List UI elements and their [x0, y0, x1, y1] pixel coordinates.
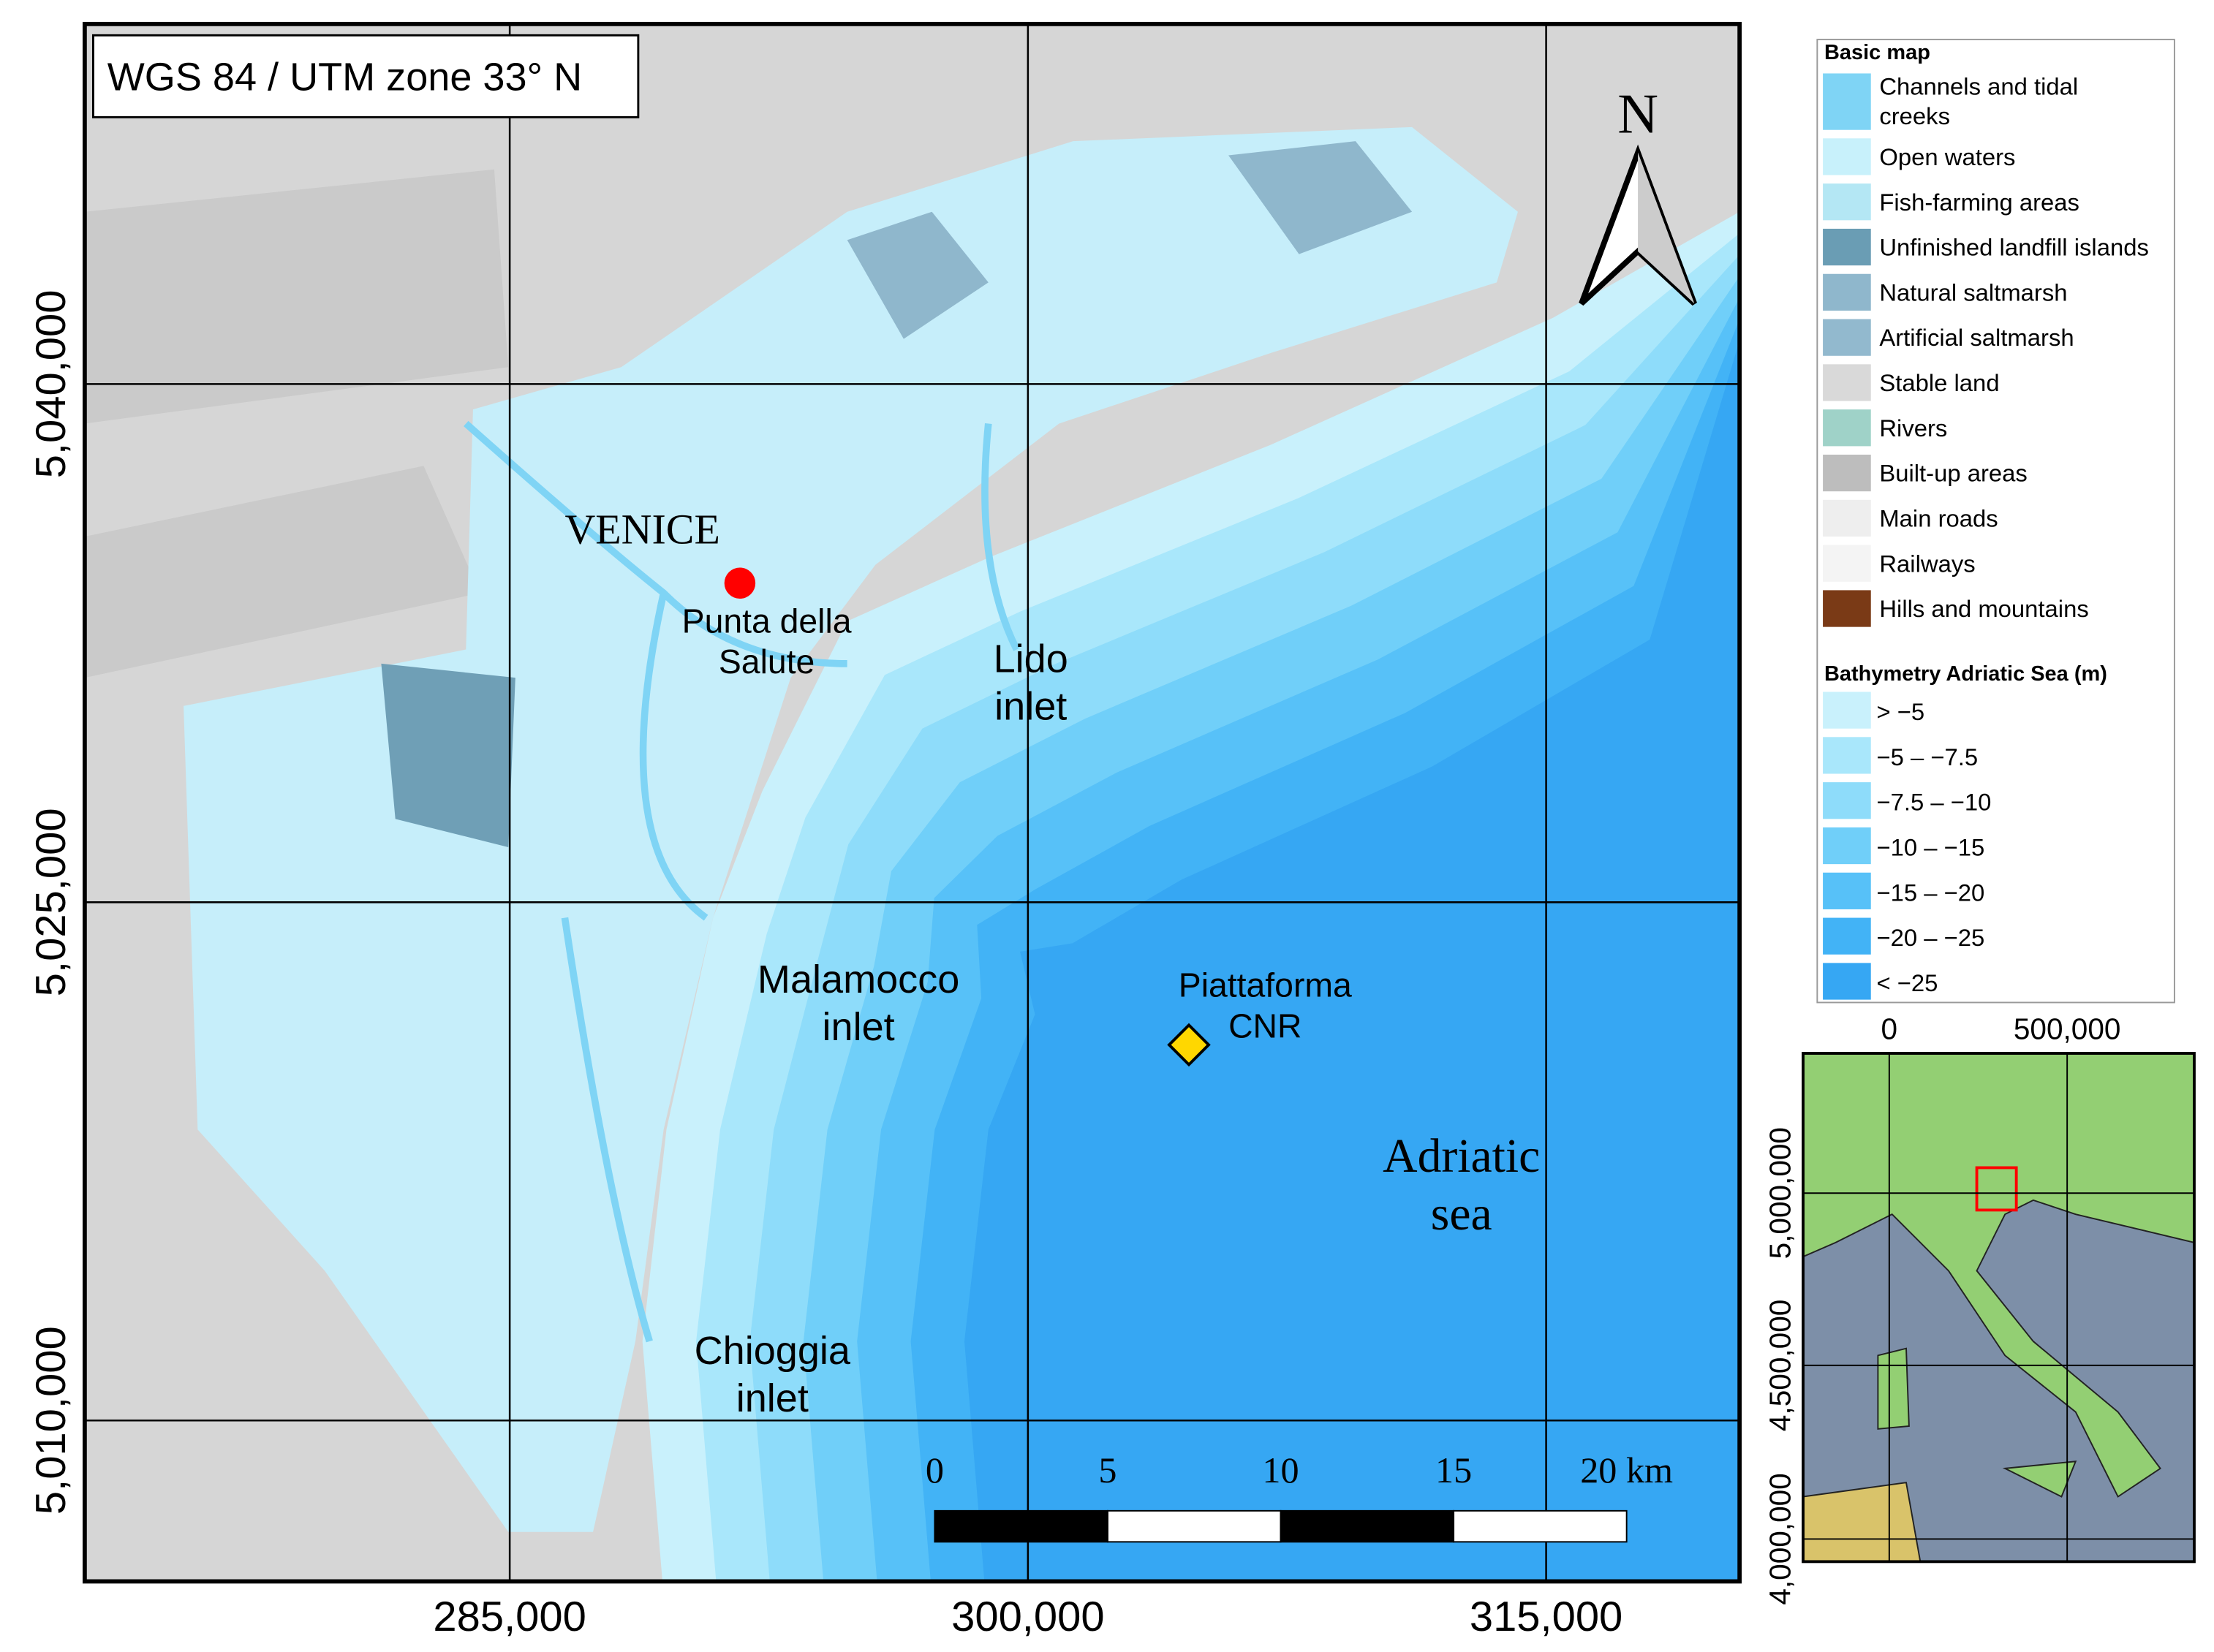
scale-segment: [1280, 1509, 1455, 1543]
scale-label: 10: [1262, 1450, 1299, 1490]
legend-label: Open waters: [1879, 143, 2015, 170]
crs-label: WGS 84 / UTM zone 33° N: [107, 56, 582, 99]
place-label: Salute: [719, 643, 815, 681]
legend-label: < −25: [1876, 969, 1938, 996]
x-tick-label: 315,000: [1470, 1594, 1622, 1640]
legend-swatch: [1823, 545, 1871, 582]
inset-y-tick-label: 4,000,000: [1764, 1473, 1797, 1604]
legend-swatch: [1823, 319, 1871, 356]
landfill-islands: [381, 663, 515, 847]
legend-label: Stable land: [1879, 369, 1999, 396]
built-up: [84, 169, 509, 678]
legend-label: −7.5 – −10: [1876, 789, 1991, 816]
legend-label: Channels and tidal creeks: [1879, 72, 2078, 129]
legend-swatch: [1823, 138, 1871, 175]
legend-label: −10 – −15: [1876, 834, 1984, 861]
legend-label-line: Channels and tidal: [1879, 72, 2078, 99]
inset-y-tick-label: 4,500,000: [1764, 1300, 1797, 1431]
place-label: Lido: [994, 637, 1068, 681]
legend-swatch: [1823, 590, 1871, 627]
inset-x-tick-label: 500,000: [2014, 1012, 2121, 1046]
place-label: Chioggia: [695, 1329, 851, 1373]
legend-swatch: [1823, 73, 1871, 130]
legend-label: Artificial saltmarsh: [1879, 324, 2074, 351]
place-label: Punta della: [682, 602, 852, 640]
y-tick-label: 5,010,000: [28, 1326, 75, 1515]
legend-swatch: [1823, 364, 1871, 401]
place-label: Malamocco: [757, 958, 959, 1001]
legend-swatch: [1823, 963, 1871, 1000]
inset-map: [1803, 1053, 2194, 1562]
saltmarsh: [847, 141, 1413, 339]
inset-frame: [1802, 1052, 2196, 1564]
x-tick-label: 300,000: [951, 1594, 1104, 1640]
axis-labels: 285,000 300,000 315,000 5,040,000 5,025,000 5…: [28, 290, 2121, 1641]
legend-swatch: [1823, 454, 1871, 492]
legend-label: Railways: [1879, 550, 1975, 577]
north-arrow: N: [1579, 83, 1697, 306]
legend-label: −5 – −7.5: [1876, 743, 1978, 770]
scale-label: 5: [1098, 1450, 1117, 1490]
legend-label: Main roads: [1879, 504, 1998, 531]
place-label: Adriatic: [1383, 1129, 1540, 1183]
y-tick-label: 5,040,000: [28, 290, 75, 479]
scale-label: 0: [926, 1450, 944, 1490]
place-label: inlet: [823, 1005, 895, 1049]
legend-label: > −5: [1876, 698, 1924, 725]
legend-label: Rivers: [1879, 414, 1947, 442]
legend-label: Hills and mountains: [1879, 595, 2088, 622]
legend-swatch: [1823, 692, 1871, 729]
place-label: VENICE: [564, 506, 719, 553]
grid: [84, 23, 1740, 1582]
scale-segment: [1106, 1509, 1282, 1543]
scale-segment: [1453, 1509, 1628, 1543]
lagoon: [184, 126, 1518, 1532]
legend-swatch: [1823, 737, 1871, 774]
x-tick-label: 285,000: [433, 1594, 586, 1640]
legend-swatch: [1823, 782, 1871, 819]
place-label: inlet: [994, 684, 1067, 728]
scale-label: 15: [1435, 1450, 1472, 1490]
north-label: N: [1617, 83, 1658, 145]
scale-segment: [934, 1509, 1108, 1543]
legend-label: Natural saltmarsh: [1879, 279, 2067, 306]
scale-label: 20 km: [1580, 1450, 1673, 1490]
map-frame: [82, 21, 1742, 1584]
main-map: [84, 23, 1740, 1582]
legend-label: −20 – −25: [1876, 924, 1984, 951]
scale-bar: 0 5 10 15 20 km: [926, 1450, 1673, 1543]
place-label: inlet: [736, 1376, 809, 1420]
legend-label: Unfinished landfill islands: [1879, 234, 2149, 261]
place-label: Piattaforma: [1179, 966, 1352, 1004]
legend-swatch: [1823, 183, 1871, 221]
legend-label: Fish-farming areas: [1879, 189, 2079, 216]
platform-marker: [1167, 1023, 1211, 1067]
legend-swatch: [1823, 273, 1871, 311]
legend-swatch: [1823, 827, 1871, 865]
legend-title: Basic map: [1824, 41, 1930, 64]
channels: [464, 420, 1020, 1343]
legend: Basic map Channels and tidal creeks Open wa…: [1823, 41, 2149, 1000]
legend-swatch: [1823, 409, 1871, 447]
place-label: CNR: [1228, 1007, 1301, 1045]
legend-box: [1816, 39, 2175, 1004]
inset-y-tick-label: 5,000,000: [1764, 1127, 1797, 1259]
legend-swatch: [1823, 917, 1871, 955]
legend-swatch: [1823, 499, 1871, 537]
legend-swatch: [1823, 872, 1871, 909]
legend-label-line: creeks: [1879, 102, 1950, 129]
y-tick-label: 5,025,000: [28, 808, 75, 996]
legend-label: Built-up areas: [1879, 460, 2028, 487]
legend-label: −15 – −20: [1876, 879, 1984, 906]
inset-x-tick-label: 0: [1881, 1012, 1898, 1046]
legend-title: Bathymetry Adriatic Sea (m): [1824, 662, 2107, 686]
venice-marker: [724, 567, 756, 599]
legend-swatch: [1823, 228, 1871, 266]
crs-box: [92, 34, 640, 118]
place-label: sea: [1431, 1187, 1492, 1240]
